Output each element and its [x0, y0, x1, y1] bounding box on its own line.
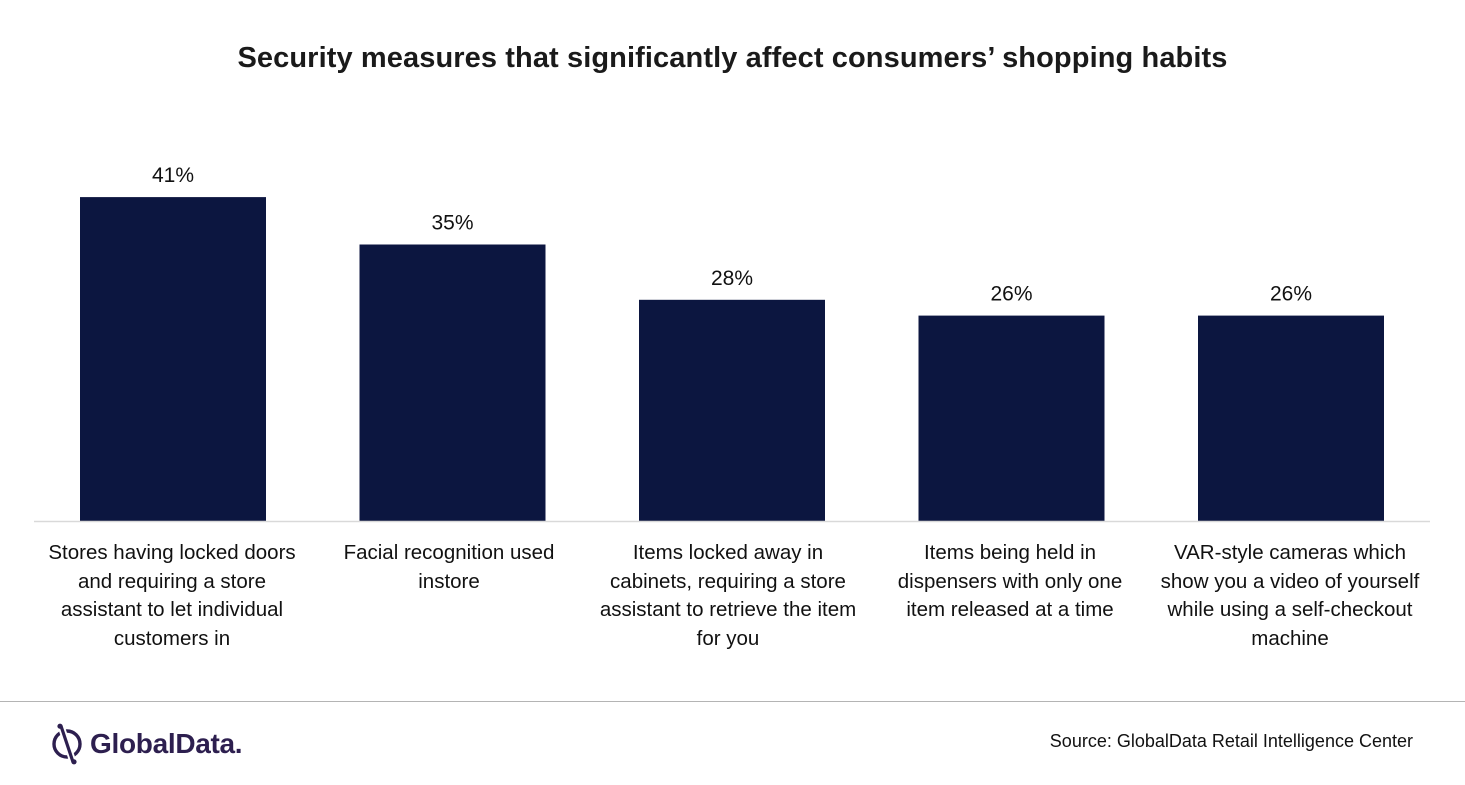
bar: [918, 315, 1105, 521]
category-label: Stores having locked doors and requiring…: [48, 541, 296, 650]
globaldata-logo-icon: [52, 723, 82, 765]
source-note: Source: GlobalData Retail Intelligence C…: [1049, 731, 1413, 751]
bar: [1198, 315, 1384, 521]
bar: [80, 197, 266, 521]
category-label: Items locked away in cabinets, requiring…: [599, 541, 857, 650]
bar-chart-plot: 41% 35% 28% 26% 26%: [34, 164, 1430, 523]
footer-divider: [0, 701, 1465, 702]
data-label: 35%: [431, 212, 473, 235]
bar: [359, 244, 546, 521]
chart-title: Security measures that significantly aff…: [237, 42, 1228, 74]
category-label: VAR-style cameras which show you a video…: [1160, 541, 1420, 650]
bar: [639, 299, 825, 521]
brand-name: GlobalData.: [90, 728, 243, 759]
data-label: 26%: [990, 283, 1032, 306]
category-label: Facial recognition used instore: [343, 541, 555, 593]
data-label: 41%: [152, 164, 194, 187]
category-label: Items being held in dispensers with only…: [897, 541, 1123, 621]
data-label: 28%: [711, 267, 753, 290]
globaldata-logo: GlobalData.: [50, 723, 243, 765]
data-label: 26%: [1270, 283, 1312, 306]
